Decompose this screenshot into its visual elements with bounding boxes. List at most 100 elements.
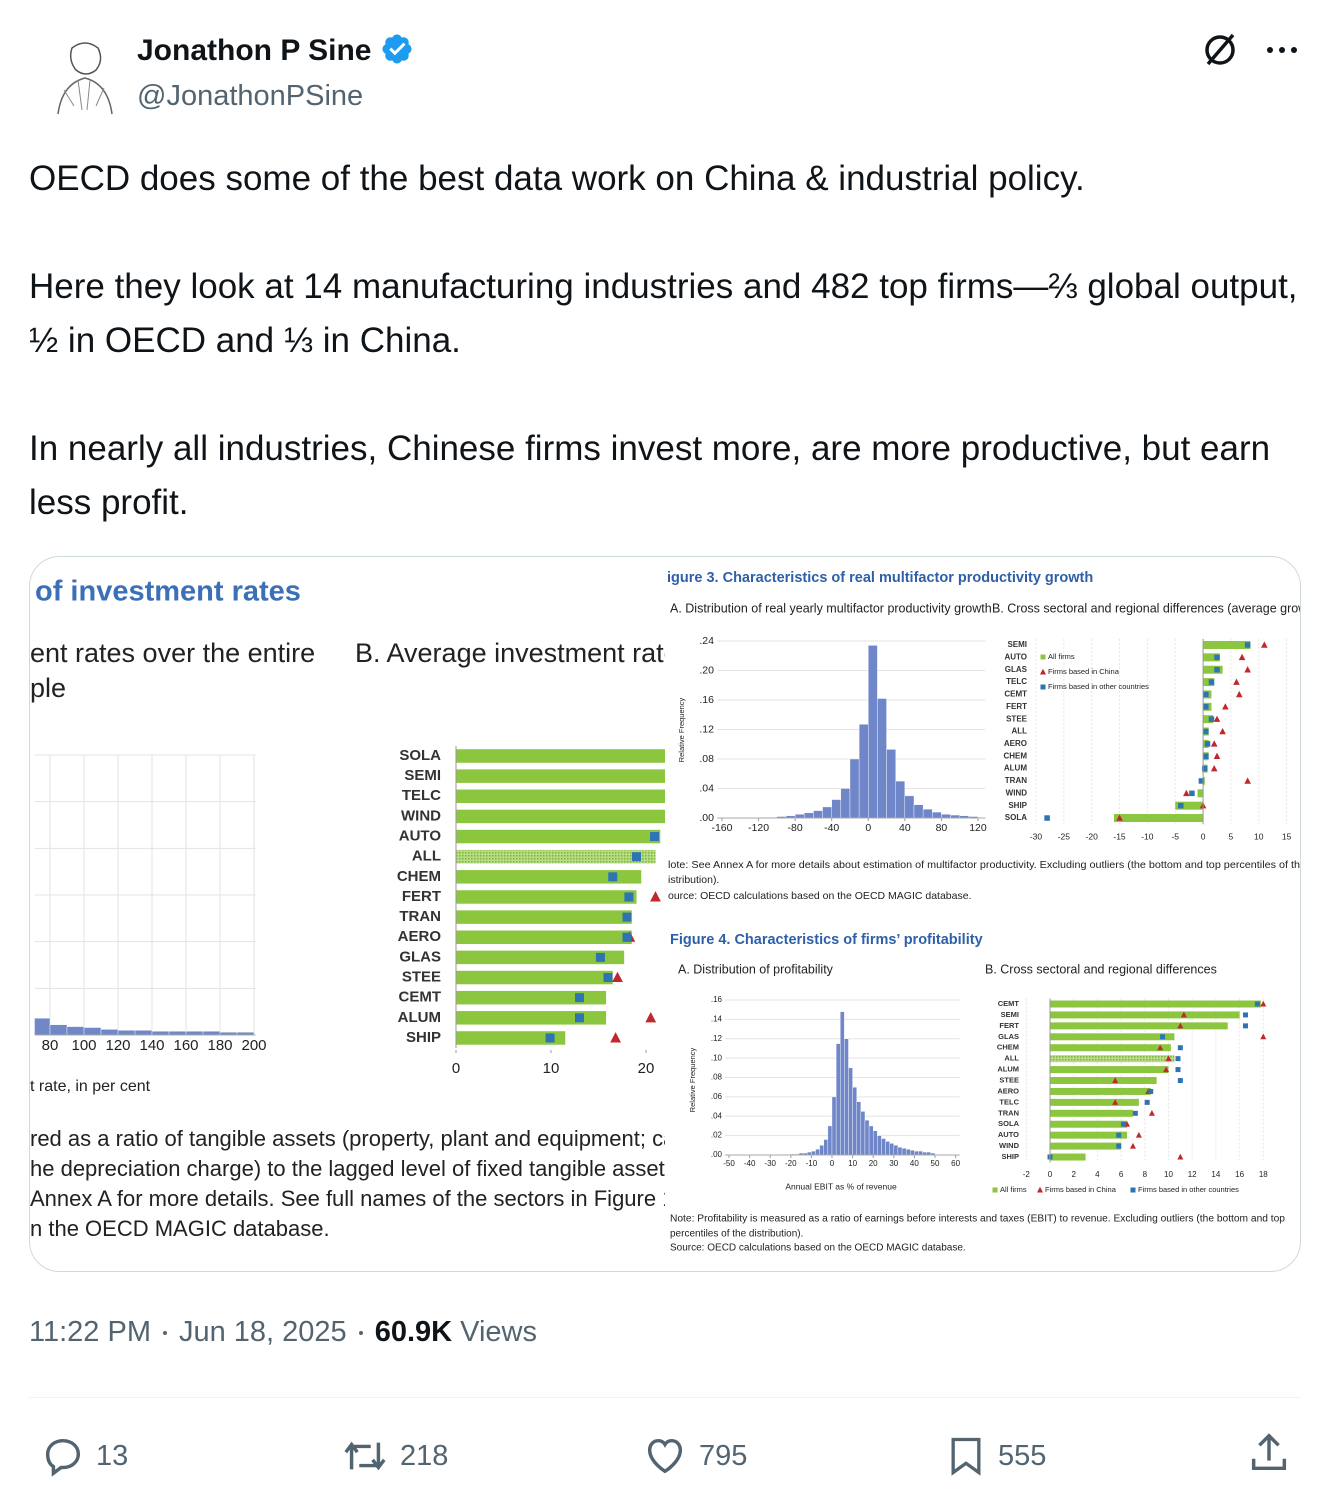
repost-button[interactable]: 218 <box>340 1433 448 1479</box>
bar <box>1050 1000 1261 1008</box>
legend-swatch <box>1040 668 1046 675</box>
square-marker <box>1148 1088 1154 1094</box>
category-label: STEE <box>402 969 441 986</box>
histogram-bar <box>794 814 805 818</box>
x-tick-label: 180 <box>207 1037 232 1054</box>
category-label: AERO <box>1004 739 1027 748</box>
histogram-bar <box>968 816 979 818</box>
date[interactable]: Jun 18, 2025 <box>178 1316 347 1348</box>
histogram-bar <box>849 758 860 818</box>
triangle-marker <box>1210 740 1218 747</box>
more-menu[interactable] <box>1262 40 1302 60</box>
y-tick-label: .04 <box>711 1111 723 1120</box>
bar <box>1050 1066 1169 1074</box>
separator <box>162 1330 167 1335</box>
square-marker <box>1175 1067 1181 1073</box>
square-marker <box>1203 704 1209 710</box>
square-marker <box>1214 666 1220 673</box>
square-marker <box>1208 716 1215 722</box>
name-text[interactable]: Jonathon P Sine <box>137 34 372 67</box>
x-tick-label: -30 <box>764 1159 776 1168</box>
repost-count: 218 <box>400 1439 449 1472</box>
x-tick-label: 30 <box>889 1159 898 1168</box>
title: A. Distribution of profitability <box>678 962 834 976</box>
reply-button[interactable]: 13 <box>40 1433 128 1479</box>
bar <box>456 809 665 824</box>
triangle-marker <box>1177 1153 1184 1160</box>
square-marker <box>1204 741 1211 747</box>
histogram-bar <box>913 804 924 818</box>
avatar[interactable] <box>44 30 126 118</box>
category-label: CEMT <box>399 989 442 1006</box>
histogram-bar <box>932 811 942 818</box>
category-label: SHIP <box>1001 1152 1019 1161</box>
reply-count: 13 <box>96 1439 129 1472</box>
category-label: TELC <box>999 1097 1019 1106</box>
display-name[interactable]: Jonathon P Sine <box>137 32 414 68</box>
category-label: CHEM <box>1003 751 1027 760</box>
histogram-bar <box>827 1125 833 1156</box>
reply-icon <box>45 1438 81 1477</box>
histogram-bar <box>83 1027 102 1035</box>
like-button[interactable]: 795 <box>641 1433 747 1479</box>
triangle-marker <box>1112 1077 1119 1084</box>
notes: percentiles of the distribution). <box>670 1229 803 1240</box>
square-marker <box>1177 1045 1183 1051</box>
histogram-bar <box>889 1143 894 1156</box>
x-tick-label: 80 <box>42 1037 59 1054</box>
triangle-marker <box>1260 1033 1267 1040</box>
triangle-marker <box>1157 1044 1164 1051</box>
y-tick-label: .16 <box>699 694 714 706</box>
y-tick-label: .14 <box>711 1015 723 1024</box>
notes: istribution). <box>668 874 719 886</box>
square-marker <box>1120 1121 1126 1127</box>
handle[interactable]: @JonathonPSine <box>137 80 364 112</box>
title: B. Cross sectoral and regional differenc… <box>992 601 1301 615</box>
tweet-text: OECD does some of the best data work on … <box>29 152 1314 584</box>
title: B. Average investment rates <box>355 638 692 668</box>
x-tick-label: -10 <box>806 1159 818 1168</box>
x-tick-label: 60 <box>951 1159 960 1168</box>
bookmark-button[interactable]: 555 <box>944 1433 1046 1479</box>
y-axis-label: Relative Frequency <box>688 1047 697 1112</box>
grok-icon[interactable] <box>1200 30 1240 70</box>
time[interactable]: 11:22 PM <box>29 1316 151 1348</box>
histogram-bar <box>886 749 896 818</box>
x-tick-label: 0 <box>865 822 871 834</box>
histogram-bar <box>100 1029 119 1035</box>
histogram-bar <box>49 1024 68 1035</box>
category-label: ALL <box>1011 727 1027 736</box>
share-button[interactable] <box>1246 1430 1292 1476</box>
triangle-marker <box>1219 727 1226 735</box>
triangle-marker <box>1183 789 1190 797</box>
histogram-bar <box>910 1149 915 1156</box>
legend-swatch <box>1130 1187 1136 1193</box>
triangle-marker <box>650 891 661 902</box>
category-label: ALUM <box>997 1065 1019 1074</box>
legend-label: Firms based in China <box>1045 1185 1117 1194</box>
triangle-marker <box>1238 653 1246 661</box>
bar <box>1203 641 1251 649</box>
notes: red as a ratio of tangible assets (prope… <box>30 1126 727 1151</box>
triangle-marker <box>1235 690 1243 698</box>
square-marker <box>1203 728 1209 735</box>
views: 60.9K Views <box>375 1316 537 1349</box>
bar <box>456 870 642 884</box>
triangle-marker <box>1116 814 1123 821</box>
paragraph: In nearly all industries, Chinese firms … <box>29 429 1271 522</box>
bar <box>456 930 632 945</box>
histogram-bar <box>185 1031 204 1035</box>
bars <box>758 645 979 818</box>
triangle-marker <box>1213 715 1221 722</box>
category-label: CHEM <box>397 868 441 885</box>
legend-swatch <box>1037 1186 1043 1193</box>
x-tick-label: 5 <box>1229 831 1234 841</box>
triangle-marker <box>1244 666 1251 673</box>
triangle-marker <box>1210 765 1218 772</box>
histogram-bar <box>813 810 823 818</box>
square-marker <box>1189 790 1195 797</box>
xlabel: t rate, in per cent <box>30 1078 151 1095</box>
triangle-marker <box>1260 1000 1267 1007</box>
